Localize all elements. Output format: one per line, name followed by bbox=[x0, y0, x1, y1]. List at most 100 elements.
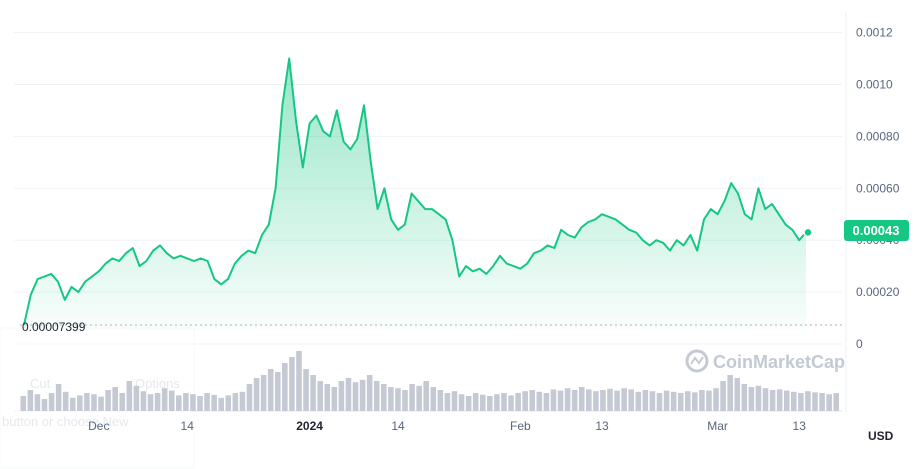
watermark-text: CoinMarketCap bbox=[713, 352, 845, 372]
volume-bar bbox=[274, 372, 281, 411]
price-area-fill bbox=[24, 58, 806, 330]
volume-bar bbox=[713, 388, 719, 411]
volume-bar bbox=[458, 394, 465, 411]
y-tick-label: 0 bbox=[856, 337, 863, 351]
volume-bar bbox=[769, 390, 776, 411]
volume-bar bbox=[190, 394, 196, 411]
currency-label: USD bbox=[868, 429, 894, 443]
volume-bar bbox=[621, 388, 627, 411]
volume-bar bbox=[586, 389, 592, 411]
volume-bar bbox=[20, 396, 27, 411]
volume-bar bbox=[366, 375, 373, 411]
volume-bar bbox=[409, 384, 415, 411]
coinmarketcap-logo-icon bbox=[685, 349, 709, 373]
volume-bar bbox=[218, 397, 224, 411]
volume-bars bbox=[20, 351, 839, 411]
volume-bar bbox=[338, 381, 345, 411]
volume-bar bbox=[487, 396, 493, 411]
volume-bar bbox=[168, 390, 175, 411]
volume-bar bbox=[232, 393, 239, 411]
volume-bar bbox=[741, 384, 748, 411]
volume-bar bbox=[48, 393, 55, 411]
volume-bar bbox=[140, 391, 147, 411]
volume-bar bbox=[699, 390, 705, 411]
volume-bar bbox=[84, 393, 90, 411]
volume-bar bbox=[62, 391, 69, 411]
volume-bar bbox=[77, 395, 83, 411]
volume-bar bbox=[451, 391, 458, 411]
ghost-cut-label: Cut bbox=[30, 376, 51, 391]
volume-bar bbox=[345, 378, 352, 411]
volume-bar bbox=[176, 395, 182, 411]
volume-bar bbox=[359, 379, 366, 411]
x-tick-label: Dec bbox=[88, 419, 109, 433]
volume-bar bbox=[260, 375, 267, 411]
volume-bar bbox=[600, 390, 606, 411]
volume-bar bbox=[649, 391, 656, 411]
y-tick-label: 0.0012 bbox=[856, 26, 893, 40]
volume-bar bbox=[543, 393, 550, 411]
volume-bar bbox=[282, 363, 288, 411]
volume-bar bbox=[324, 384, 331, 411]
volume-bar bbox=[154, 393, 161, 411]
volume-bar bbox=[783, 390, 790, 411]
volume-bar bbox=[727, 375, 733, 411]
x-tick-label: Mar bbox=[707, 419, 728, 433]
volume-bar bbox=[494, 394, 500, 411]
volume-bar bbox=[734, 378, 741, 411]
volume-bar bbox=[112, 387, 118, 411]
volume-bar bbox=[430, 387, 437, 411]
volume-bar bbox=[762, 388, 769, 411]
y-tick-label: 0.00020 bbox=[856, 285, 900, 299]
volume-bar bbox=[550, 389, 557, 411]
current-price-dot bbox=[803, 227, 813, 238]
volume-bar bbox=[402, 390, 408, 411]
volume-bar bbox=[183, 393, 189, 411]
volume-bar bbox=[161, 388, 168, 411]
volume-bar bbox=[755, 385, 762, 411]
current-price-value: 0.00043 bbox=[853, 223, 900, 238]
x-tick-label: 2024 bbox=[296, 419, 323, 433]
volume-bar bbox=[317, 381, 323, 411]
volume-bar bbox=[826, 394, 832, 411]
volume-bar bbox=[211, 394, 217, 411]
volume-bar bbox=[564, 388, 571, 411]
volume-bar bbox=[69, 397, 76, 411]
volume-bar bbox=[381, 384, 387, 411]
volume-bar bbox=[720, 381, 726, 411]
volume-bar bbox=[395, 388, 401, 411]
ghost-hint-text: button or choose New bbox=[2, 414, 129, 429]
volume-bar bbox=[536, 391, 543, 411]
volume-bar bbox=[515, 393, 521, 411]
volume-bar bbox=[791, 391, 797, 411]
coinmarketcap-watermark: CoinMarketCap bbox=[685, 349, 845, 373]
y-tick-label: 0.00080 bbox=[856, 129, 900, 143]
volume-bar bbox=[557, 390, 564, 411]
volume-bar bbox=[607, 388, 613, 411]
x-tick-label: 13 bbox=[595, 419, 609, 433]
volume-bar bbox=[147, 394, 154, 411]
volume-bar bbox=[798, 393, 804, 411]
volume-bar bbox=[593, 391, 599, 411]
volume-bar bbox=[388, 387, 394, 411]
volume-bar bbox=[27, 390, 34, 411]
volume-bar bbox=[91, 394, 97, 411]
volume-bar bbox=[578, 387, 585, 411]
volume-bar bbox=[41, 399, 48, 411]
volume-bar bbox=[34, 394, 41, 411]
volume-bar bbox=[253, 378, 260, 411]
volume-bar bbox=[529, 390, 536, 411]
min-price-label: 0.00007399 bbox=[22, 320, 86, 334]
volume-bar bbox=[296, 351, 302, 411]
volume-bar bbox=[204, 393, 210, 411]
volume-bar bbox=[812, 392, 818, 411]
volume-bar bbox=[267, 369, 274, 411]
volume-bar bbox=[670, 391, 677, 411]
volume-bar bbox=[239, 391, 246, 411]
volume-bar bbox=[98, 396, 104, 411]
ghost-options-label: Options bbox=[135, 376, 180, 391]
x-tick-label: 14 bbox=[391, 419, 405, 433]
volume-bar bbox=[465, 396, 472, 411]
volume-bar bbox=[246, 384, 253, 411]
